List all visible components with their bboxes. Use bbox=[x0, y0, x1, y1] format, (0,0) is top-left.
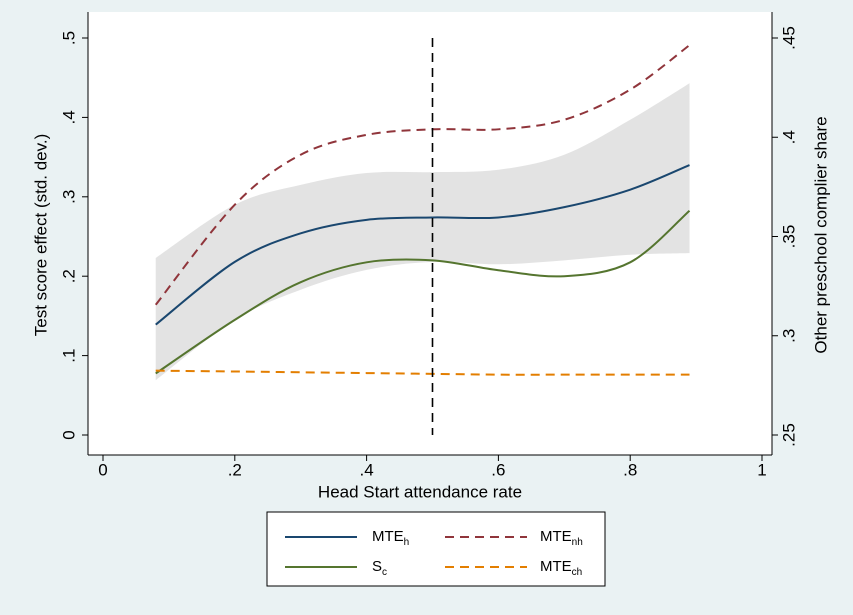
x-tick-label: 1 bbox=[757, 460, 766, 479]
y2-tick-label: .3 bbox=[779, 329, 798, 343]
legend-name: S bbox=[372, 558, 382, 575]
series-line bbox=[154, 44, 691, 306]
y-tick-label: 0 bbox=[59, 430, 78, 439]
y2-tick-label: .4 bbox=[779, 130, 798, 144]
legend-box bbox=[266, 511, 606, 587]
confidence-band bbox=[155, 83, 690, 381]
y2-tick-label: .45 bbox=[779, 26, 798, 50]
legend-name: MTE bbox=[540, 558, 572, 575]
legend-subscript: ch bbox=[572, 567, 583, 578]
x-tick-label: 0 bbox=[98, 460, 107, 479]
x-tick-label: .4 bbox=[360, 460, 374, 479]
y-tick-label: .2 bbox=[59, 269, 78, 283]
x-tick-label: .6 bbox=[491, 460, 505, 479]
legend-label: MTEch bbox=[540, 558, 582, 578]
y-tick-label: .4 bbox=[59, 110, 78, 124]
series-line bbox=[155, 209, 691, 375]
legend-name: MTE bbox=[540, 528, 572, 545]
legend-subscript: c bbox=[382, 567, 387, 578]
y2-axis-title: Other preschool complier share bbox=[811, 116, 830, 353]
legend-label: MTEnh bbox=[540, 528, 583, 548]
x-axis-title: Head Start attendance rate bbox=[318, 482, 522, 501]
x-tick-label: .2 bbox=[228, 460, 242, 479]
legend-name: MTE bbox=[372, 528, 404, 545]
legend-label: Sc bbox=[372, 558, 387, 578]
legend-subscript: nh bbox=[572, 537, 583, 548]
series-line bbox=[155, 164, 690, 326]
y-tick-label: .3 bbox=[59, 190, 78, 204]
y-tick-label: .5 bbox=[59, 31, 78, 45]
legend-subscript: h bbox=[404, 537, 410, 548]
x-tick-label: .8 bbox=[623, 460, 637, 479]
y-axis-title: Test score effect (std. dev.) bbox=[31, 134, 50, 337]
legend-label: MTEh bbox=[372, 528, 409, 548]
y-tick-label: .1 bbox=[59, 349, 78, 363]
y2-tick-label: .25 bbox=[779, 423, 798, 447]
y2-tick-label: .35 bbox=[779, 225, 798, 249]
